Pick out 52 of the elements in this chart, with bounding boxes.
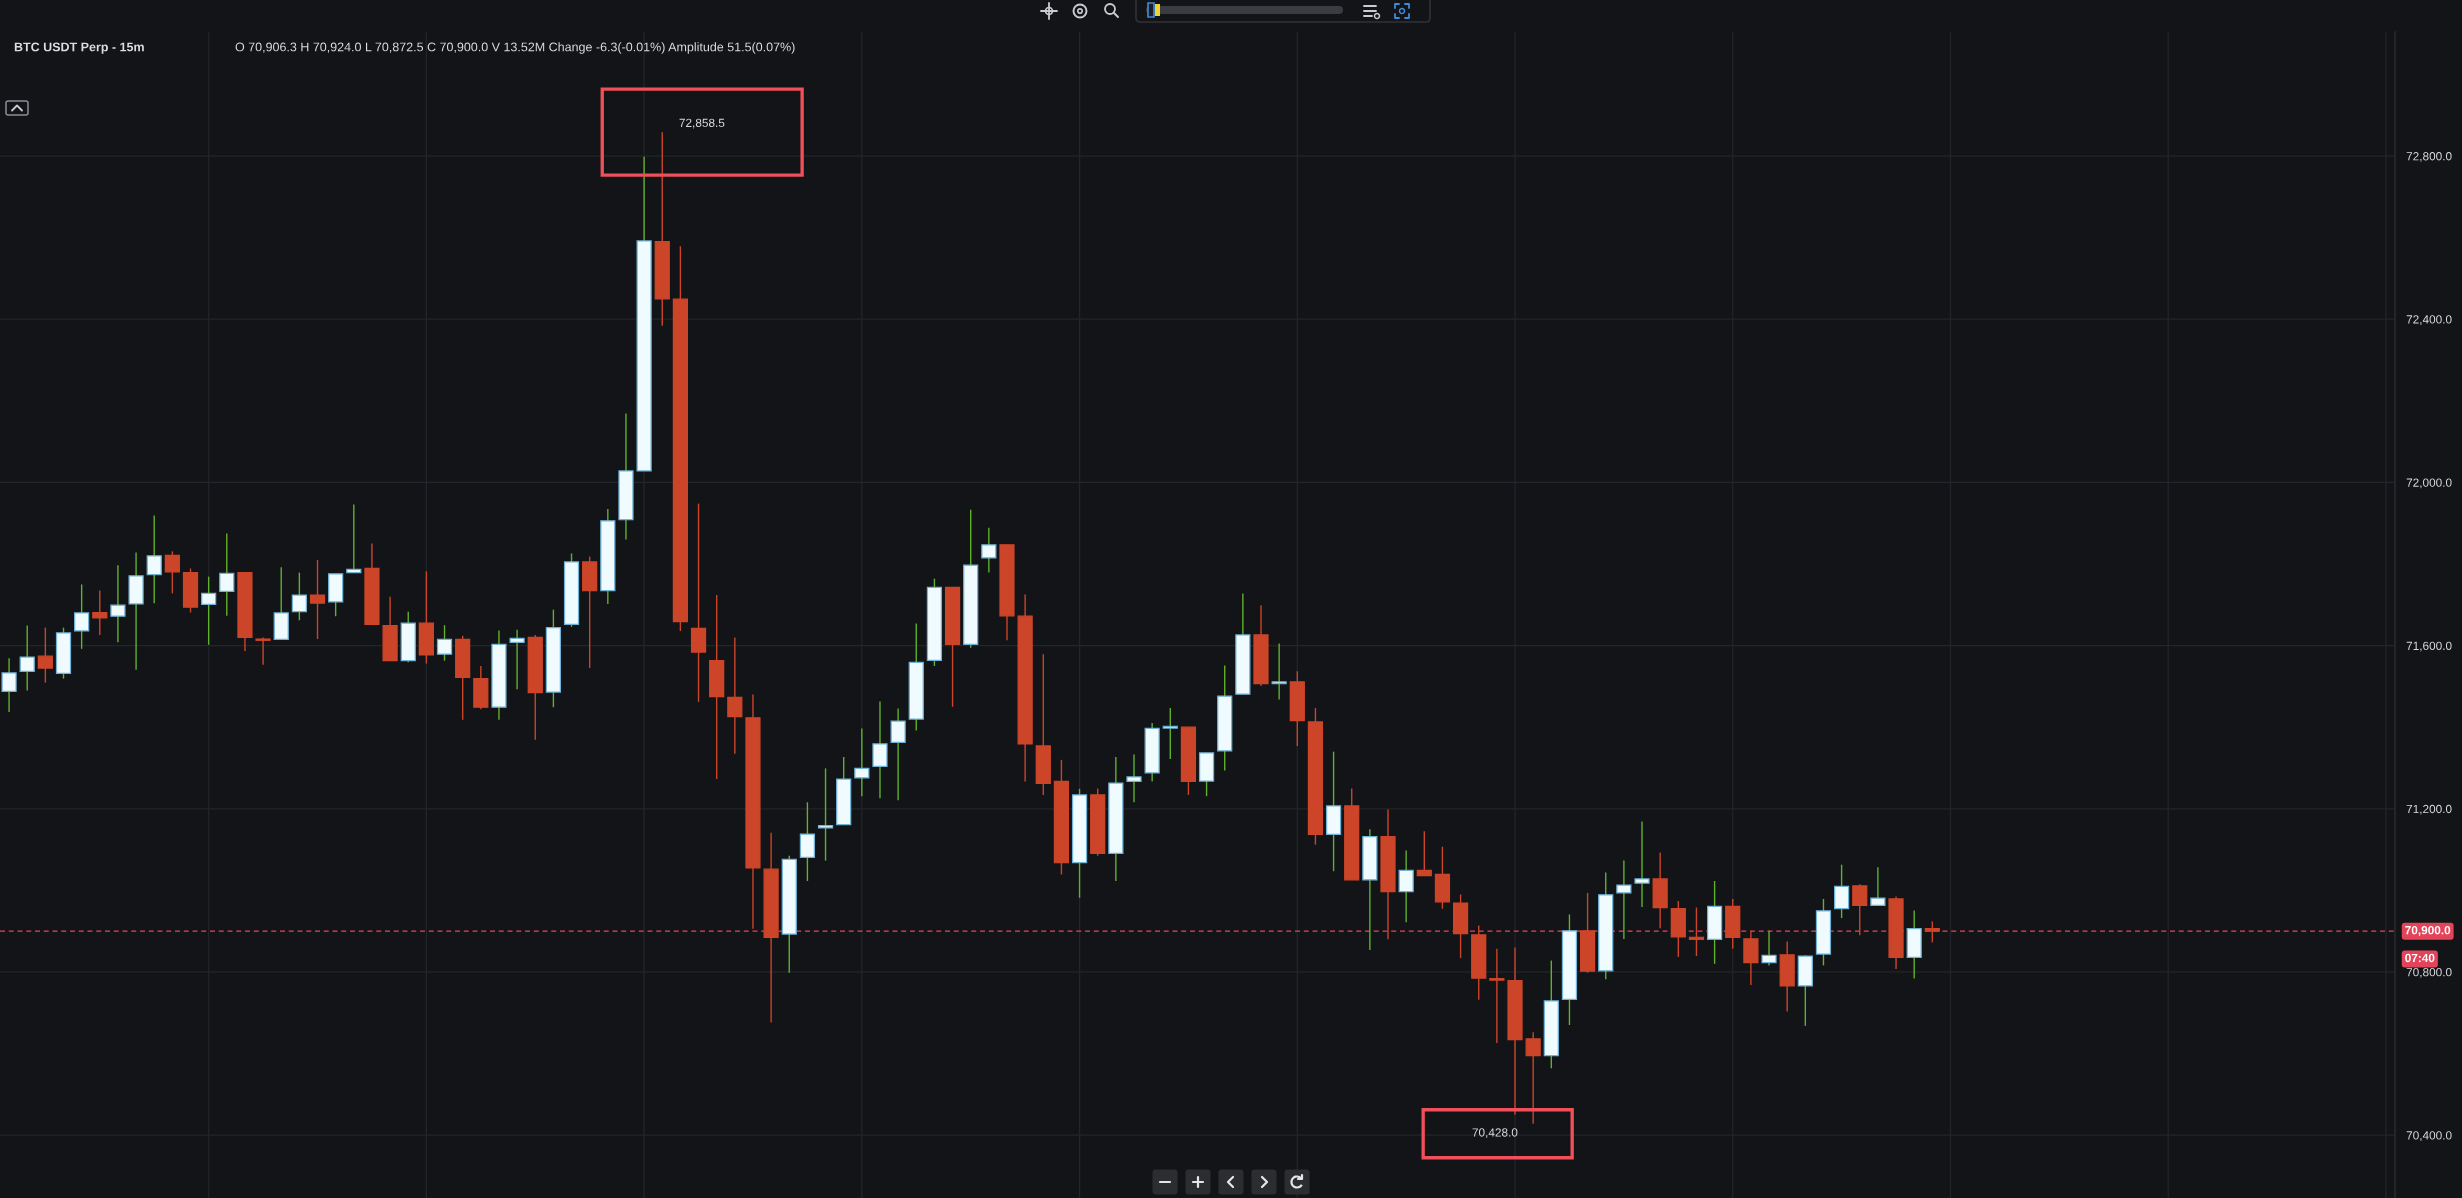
candlestick (110, 564, 126, 644)
candlestick (291, 571, 307, 621)
y-tick-label: 72,800.0 (2406, 152, 2452, 162)
candlestick (37, 626, 53, 684)
candlestick (346, 503, 362, 574)
candlestick (690, 502, 707, 703)
candlestick (1616, 859, 1632, 940)
candlestick (1162, 707, 1178, 760)
candlestick (981, 526, 997, 574)
candlestick (872, 700, 888, 799)
candlestick (19, 624, 35, 692)
y-tick-label: 70,800.0 (2406, 968, 2452, 978)
candlestick (1416, 830, 1432, 877)
candlestick (1489, 948, 1505, 1044)
candlestick (164, 550, 180, 595)
candlestick (255, 636, 271, 666)
candlestick (436, 624, 453, 662)
candlestick (1525, 1031, 1541, 1125)
text: O 70,906.3 H 70,924.0 L 70,872.5 C 70,900.0 V 13.52M Change -6.3(-0.01%) Amplitude 51.5(0.07%) (235, 42, 795, 54)
annotation: 70,428.0 (1472, 1128, 1518, 1139)
candlestick (799, 801, 816, 882)
candlestick (1870, 866, 1886, 907)
text: 70,900.0 07:40 (2405, 925, 2451, 963)
candlestick (201, 575, 217, 646)
candlestick (1852, 883, 1868, 936)
candlestick (219, 532, 235, 617)
text: BTC USDT Perp - 15m (14, 42, 144, 54)
candlestick (92, 589, 108, 636)
y-tick-label: 71,600.0 (2406, 641, 2452, 652)
y-tick-label: 72,400.0 (2406, 315, 2452, 325)
candlestick (727, 636, 743, 755)
candlestick (74, 583, 90, 650)
candlestick (1271, 642, 1287, 701)
candlestick (1688, 906, 1705, 957)
y-tick-label: 70,400.0 (2406, 1131, 2452, 1141)
candlestick (1, 657, 17, 713)
candlestick (146, 514, 162, 604)
candlestick (1634, 820, 1650, 908)
candlestick (1743, 930, 1759, 986)
candlestick (1398, 849, 1414, 923)
candlestick (1833, 863, 1850, 919)
annotation: 72,858.5 (679, 118, 725, 129)
candlestick (817, 767, 834, 862)
candlestick (509, 628, 525, 690)
candlestick (309, 559, 326, 640)
candlestick (890, 707, 906, 801)
candlestick (1126, 753, 1142, 803)
candlestick (1761, 930, 1777, 967)
candlestick (854, 727, 870, 797)
y-tick-label: 71,200.0 (2406, 804, 2452, 815)
candlestick (1924, 920, 1940, 944)
y-tick-label: 72,000.0 (2406, 478, 2452, 489)
